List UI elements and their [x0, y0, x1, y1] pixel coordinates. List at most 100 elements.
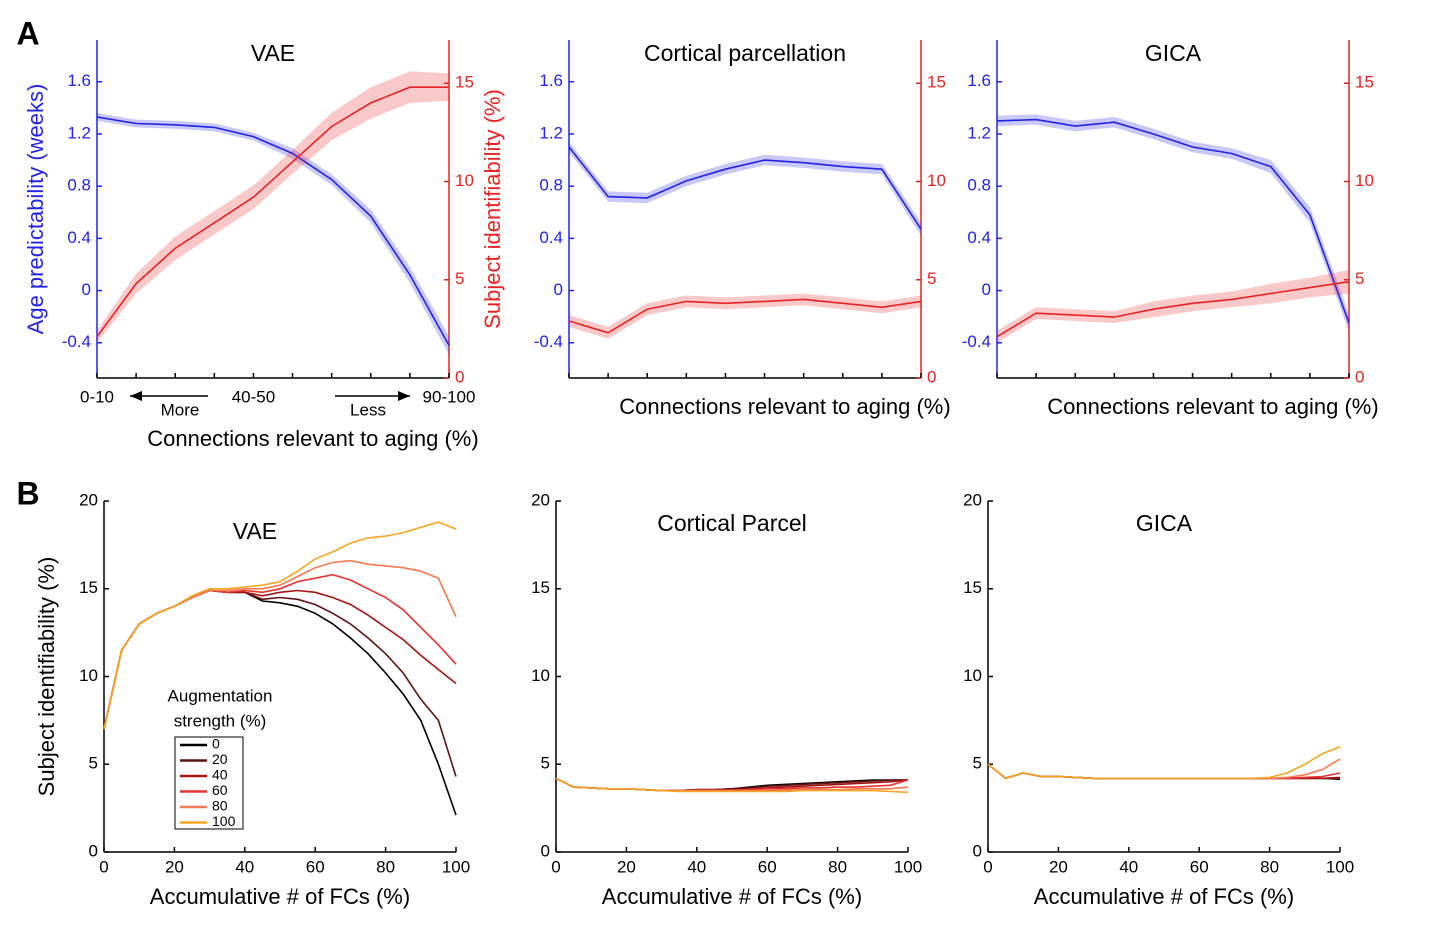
line — [987, 758, 1341, 780]
y-tick-label: 5 — [1355, 269, 1364, 288]
chart-title: Cortical Parcel — [657, 510, 807, 536]
line — [96, 116, 450, 346]
y-tick-label: 15 — [963, 578, 982, 597]
x-tick-label: 60 — [306, 857, 325, 876]
panel-label: B — [16, 475, 39, 511]
y-tick-label: 20 — [531, 490, 550, 509]
panel-label: A — [16, 15, 39, 51]
y-tick-label: 5 — [927, 269, 936, 288]
y-tick-label: 15 — [79, 578, 98, 597]
x-tick-label: 80 — [828, 857, 847, 876]
y-tick-label: 0.4 — [539, 228, 563, 247]
x-tick-label: 40 — [1119, 857, 1138, 876]
line — [96, 86, 449, 338]
x-axis-label: Connections relevant to aging (%) — [619, 394, 950, 419]
error-band — [97, 113, 449, 355]
y-tick-label: 0 — [1355, 367, 1364, 386]
line — [103, 521, 457, 730]
arrow-head — [398, 391, 410, 401]
y2-axis-label: Subject identifiability (%) — [480, 89, 505, 329]
x-tick-label: 20 — [165, 857, 184, 876]
x-tick-label: 80 — [1260, 857, 1279, 876]
y-tick-label: 1.6 — [539, 71, 563, 90]
x-tick-label: 80 — [376, 857, 395, 876]
x-tick-label: 60 — [1190, 857, 1209, 876]
line — [568, 146, 922, 230]
y-tick-label: 10 — [531, 666, 550, 685]
x-axis-label: Accumulative # of FCs (%) — [602, 884, 862, 909]
x-tick-label: 40 — [235, 857, 254, 876]
x-tick-label: 100 — [894, 857, 922, 876]
y-tick-label: 15 — [1355, 73, 1374, 92]
y-tick-label: 0 — [89, 841, 98, 860]
chart-title: VAE — [233, 518, 277, 544]
line — [568, 298, 922, 334]
annotation: Less — [350, 400, 386, 419]
y-tick-label: 10 — [1355, 171, 1374, 190]
y-tick-label: 0 — [541, 841, 550, 860]
y-tick-label: -0.4 — [62, 332, 91, 351]
x-tick-label: 40 — [687, 857, 706, 876]
x-tick-label: 100 — [1326, 857, 1354, 876]
legend-label: 20 — [212, 751, 228, 767]
y-tick-label: 20 — [79, 490, 98, 509]
x-tick-label: 60 — [758, 857, 777, 876]
x-axis-label: Accumulative # of FCs (%) — [150, 884, 410, 909]
line — [555, 777, 909, 794]
y-tick-label: 0 — [554, 280, 563, 299]
error-band — [97, 71, 449, 343]
line — [996, 280, 1350, 338]
y-tick-label: 1.2 — [967, 123, 991, 142]
y-tick-label: 5 — [455, 269, 464, 288]
chart-title: VAE — [251, 40, 295, 66]
x-tick-label: 0-10 — [80, 387, 114, 406]
y-tick-label: -0.4 — [962, 332, 991, 351]
y-tick-label: 1.6 — [67, 71, 91, 90]
y-tick-label: 10 — [963, 666, 982, 685]
x-tick-label: 20 — [1049, 857, 1068, 876]
x-tick-label: 40-50 — [232, 387, 275, 406]
arrow-head — [130, 391, 142, 401]
x-tick-label: 0 — [983, 857, 992, 876]
y-tick-label: 5 — [973, 754, 982, 773]
y-tick-label: 0.8 — [67, 176, 91, 195]
error-band — [569, 141, 921, 236]
y-axis-label: Age predictability (weeks) — [23, 84, 48, 335]
legend-label: 100 — [212, 813, 236, 829]
error-band — [569, 293, 921, 339]
annotation: More — [161, 400, 200, 419]
y-tick-label: 1.6 — [967, 71, 991, 90]
legend-label: 40 — [212, 767, 228, 783]
y-tick-label: 15 — [927, 73, 946, 92]
legend-box — [174, 736, 244, 830]
y-tick-label: 0 — [973, 841, 982, 860]
y-tick-label: 5 — [541, 754, 550, 773]
y-tick-label: 0 — [927, 367, 936, 386]
y-tick-label: 15 — [531, 578, 550, 597]
y-tick-label: 20 — [963, 490, 982, 509]
y-tick-label: 0.8 — [967, 176, 991, 195]
y-tick-label: 1.2 — [539, 123, 563, 142]
x-axis-label: Connections relevant to aging (%) — [147, 426, 478, 451]
y-tick-label: 10 — [79, 666, 98, 685]
y-tick-label: 5 — [89, 754, 98, 773]
y-tick-label: 0 — [982, 280, 991, 299]
legend-title: Augmentation — [168, 686, 273, 705]
legend-label: 0 — [212, 736, 220, 752]
x-tick-label: 20 — [617, 857, 636, 876]
legend-title: strength (%) — [174, 711, 267, 730]
y-tick-label: 0.4 — [967, 228, 991, 247]
y-tick-label: 0.8 — [539, 176, 563, 195]
x-tick-label: 0 — [99, 857, 108, 876]
line — [103, 589, 457, 777]
legend-label: 60 — [212, 782, 228, 798]
error-band — [997, 114, 1349, 333]
chart-title: Cortical parcellation — [644, 40, 846, 66]
legend-label: 80 — [212, 798, 228, 814]
x-tick-label: 0 — [551, 857, 560, 876]
line — [103, 559, 457, 730]
x-tick-label: 90-100 — [423, 387, 476, 406]
line — [996, 118, 1350, 324]
x-axis-label: Connections relevant to aging (%) — [1047, 394, 1378, 419]
